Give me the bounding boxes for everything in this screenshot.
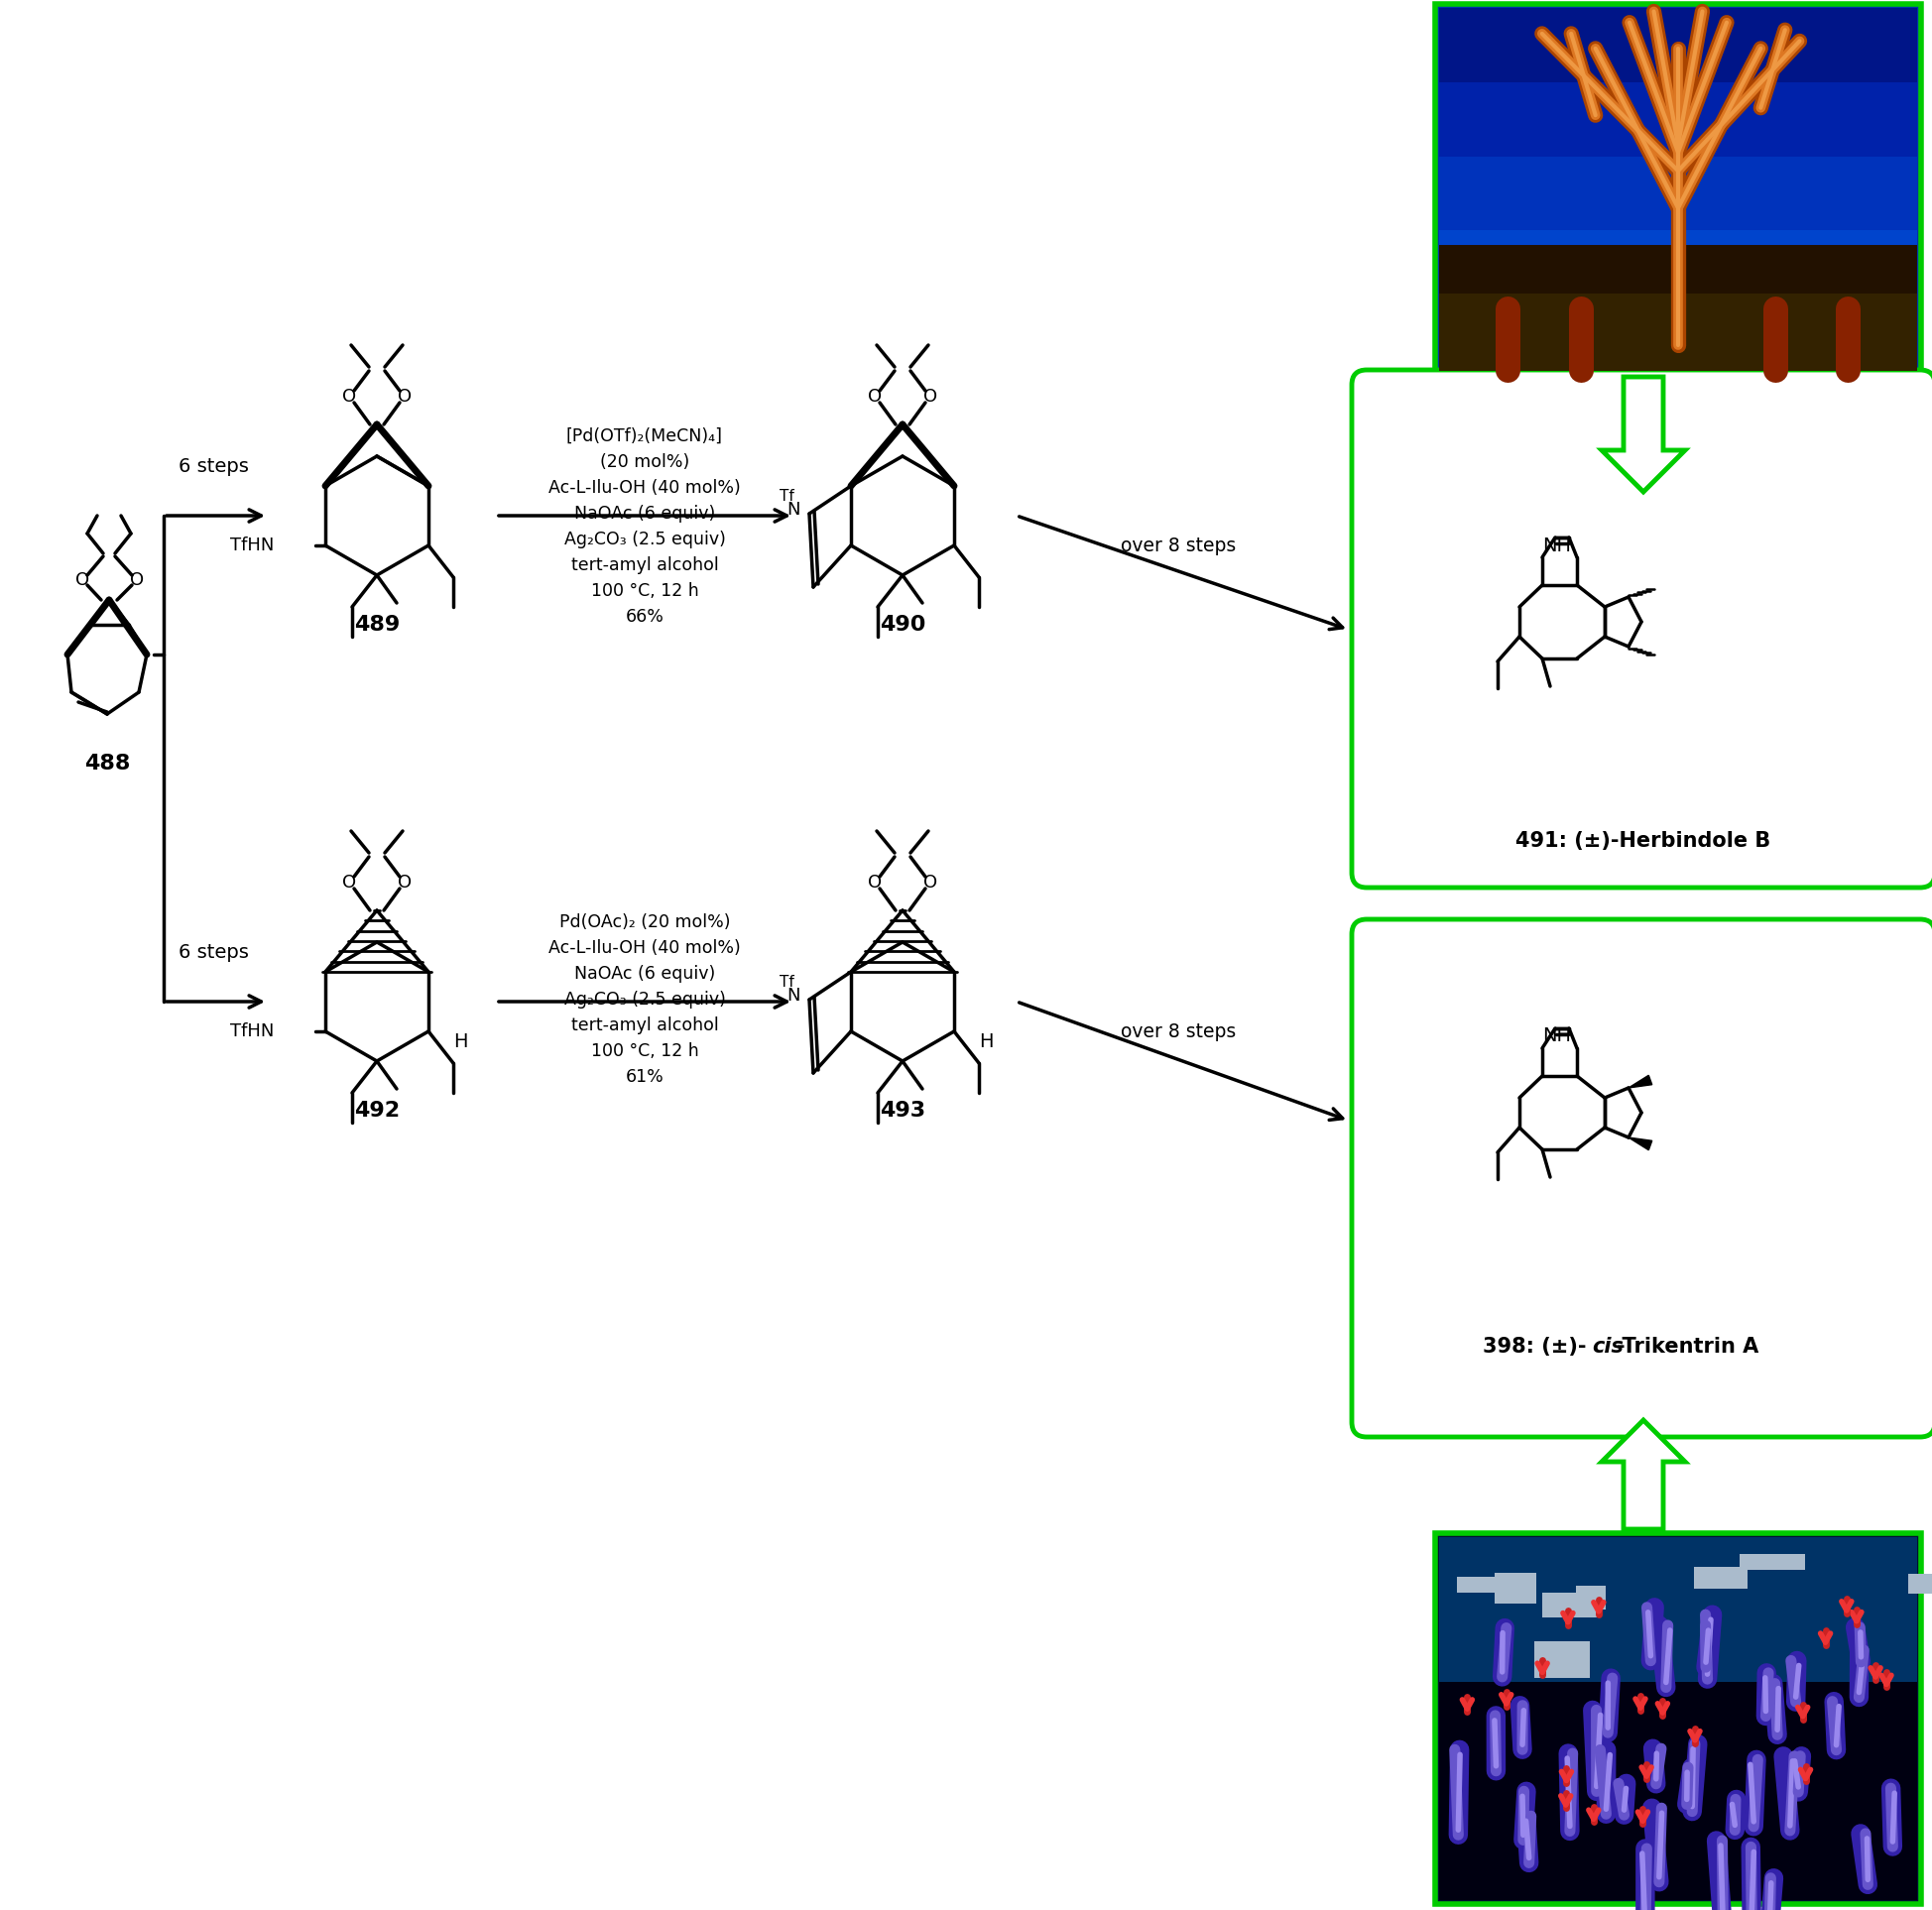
Text: over 8 steps: over 8 steps — [1121, 1022, 1235, 1041]
Text: TfHN: TfHN — [230, 537, 274, 554]
Bar — [1437, 8, 1917, 84]
Text: tert-amyl alcohol: tert-amyl alcohol — [570, 556, 719, 575]
Text: 489: 489 — [354, 615, 400, 634]
Bar — [1437, 306, 1917, 380]
Text: tert-amyl alcohol: tert-amyl alcohol — [570, 1016, 719, 1035]
Bar — [1437, 82, 1917, 159]
Text: NaOAc (6 equiv): NaOAc (6 equiv) — [574, 504, 715, 523]
Text: H: H — [978, 1031, 993, 1050]
Text: 66%: 66% — [626, 607, 663, 626]
Text: 492: 492 — [354, 1100, 400, 1121]
Text: 488: 488 — [85, 754, 129, 774]
Bar — [1437, 244, 1917, 371]
Bar — [1692, 1566, 1747, 1589]
Text: O: O — [923, 873, 937, 892]
Text: N: N — [786, 500, 800, 520]
Text: (20 mol%): (20 mol%) — [599, 453, 690, 472]
Text: O: O — [923, 388, 937, 405]
Text: Ac-L-Ilu-OH (40 mol%): Ac-L-Ilu-OH (40 mol%) — [549, 940, 740, 957]
Polygon shape — [1602, 376, 1685, 493]
Text: NH: NH — [1542, 537, 1571, 554]
Text: Ac-L-Ilu-OH (40 mol%): Ac-L-Ilu-OH (40 mol%) — [549, 479, 740, 497]
Bar — [1434, 4, 1920, 374]
Text: 398: (±)-: 398: (±)- — [1482, 1337, 1586, 1356]
Bar — [1437, 231, 1917, 308]
Text: 493: 493 — [879, 1100, 925, 1121]
Bar — [1493, 1574, 1536, 1604]
Text: H: H — [452, 1031, 468, 1050]
Polygon shape — [1627, 1075, 1652, 1089]
Text: O: O — [75, 571, 89, 588]
Text: 61%: 61% — [626, 1068, 663, 1087]
Text: N: N — [786, 987, 800, 1005]
Text: O: O — [398, 873, 412, 892]
FancyBboxPatch shape — [1350, 371, 1932, 888]
Text: 491: (±)-Herbindole B: 491: (±)-Herbindole B — [1515, 831, 1770, 850]
Bar — [1437, 1681, 1917, 1900]
Bar — [1907, 1574, 1932, 1593]
Bar — [1437, 294, 1917, 371]
Text: Ag₂CO₃ (2.5 equiv): Ag₂CO₃ (2.5 equiv) — [564, 531, 724, 548]
Text: Tf: Tf — [779, 489, 794, 502]
Text: Tf: Tf — [779, 974, 794, 989]
FancyBboxPatch shape — [1350, 919, 1932, 1436]
Bar — [1434, 1534, 1920, 1904]
Polygon shape — [1627, 1138, 1652, 1150]
Text: O: O — [342, 388, 355, 405]
Bar — [1457, 1576, 1505, 1593]
Text: NH: NH — [1542, 1028, 1571, 1047]
Text: [Pd(OTf)₂(MeCN)₄]: [Pd(OTf)₂(MeCN)₄] — [566, 428, 723, 445]
Text: O: O — [867, 388, 881, 405]
Text: O: O — [398, 388, 412, 405]
Text: O: O — [867, 873, 881, 892]
Text: O: O — [342, 873, 355, 892]
Bar — [1542, 1593, 1600, 1618]
Text: 490: 490 — [879, 615, 925, 634]
Text: 100 °C, 12 h: 100 °C, 12 h — [591, 583, 697, 600]
Text: TfHN: TfHN — [230, 1022, 274, 1041]
Text: O: O — [129, 571, 143, 588]
Text: 6 steps: 6 steps — [178, 944, 247, 961]
Text: over 8 steps: over 8 steps — [1121, 537, 1235, 554]
Text: 100 °C, 12 h: 100 °C, 12 h — [591, 1043, 697, 1060]
Text: -Trikentrin A: -Trikentrin A — [1615, 1337, 1758, 1356]
Bar — [1437, 157, 1917, 233]
Bar — [1534, 1641, 1588, 1677]
Polygon shape — [1602, 1421, 1685, 1530]
Bar — [1437, 1538, 1917, 1685]
Bar — [1739, 1555, 1804, 1570]
Text: Pd(OAc)₂ (20 mol%): Pd(OAc)₂ (20 mol%) — [558, 913, 730, 932]
Text: NaOAc (6 equiv): NaOAc (6 equiv) — [574, 965, 715, 984]
Text: 6 steps: 6 steps — [178, 456, 247, 476]
Text: cis: cis — [1590, 1337, 1623, 1356]
Bar — [1575, 1585, 1605, 1610]
Text: Ag₂CO₃ (2.5 equiv): Ag₂CO₃ (2.5 equiv) — [564, 991, 724, 1008]
